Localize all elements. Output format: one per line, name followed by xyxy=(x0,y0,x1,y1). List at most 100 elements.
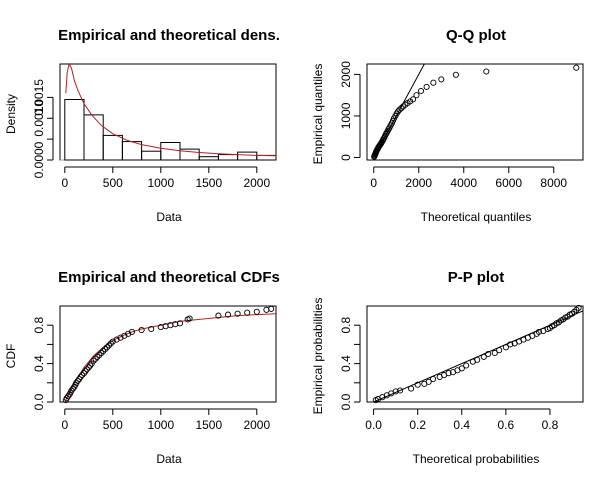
data-point xyxy=(74,377,81,384)
data-point xyxy=(224,311,232,318)
data-point xyxy=(105,342,113,349)
data-point xyxy=(268,305,275,312)
x-tick-label: 2000 xyxy=(405,176,432,190)
plot-frame xyxy=(366,305,584,403)
y-tick-label: 2000 xyxy=(339,61,353,88)
data-point xyxy=(109,338,116,345)
y-tick-label: 0 xyxy=(339,154,353,161)
pp-xlabel: Theoretical probabilities xyxy=(413,452,540,466)
pp-panel: P-P plot Theoretical probabilities Empir… xyxy=(311,269,584,466)
data-point xyxy=(94,353,101,360)
data-point xyxy=(438,76,445,83)
data-point xyxy=(417,87,425,95)
histogram-bar xyxy=(64,99,85,161)
data-point xyxy=(92,355,99,362)
plot-frame xyxy=(59,305,277,403)
data-point xyxy=(128,328,136,335)
data-point xyxy=(186,315,193,322)
x-tick-label: 2000 xyxy=(243,418,270,432)
density-ylabel: Density xyxy=(4,94,18,134)
y-tick-label: 1000 xyxy=(339,102,353,129)
data-point xyxy=(496,347,503,354)
x-tick-label: 0 xyxy=(61,418,68,432)
x-tick-label: 0 xyxy=(370,176,377,190)
data-point xyxy=(397,387,404,394)
x-tick-label: 4000 xyxy=(450,176,477,190)
x-tick-label: 1500 xyxy=(195,176,222,190)
data-point xyxy=(215,312,222,319)
data-point xyxy=(103,344,111,351)
data-point xyxy=(85,364,92,371)
theoretical-cdf-curve xyxy=(64,313,277,403)
data-point xyxy=(100,348,107,355)
data-point xyxy=(452,71,459,78)
pp-title: P-P plot xyxy=(448,269,504,286)
data-point xyxy=(117,334,124,341)
density-xlabel: Data xyxy=(156,210,182,224)
data-point xyxy=(575,304,582,311)
data-point xyxy=(507,341,514,348)
histogram-bar xyxy=(141,150,162,161)
data-point xyxy=(408,385,415,392)
data-point xyxy=(392,388,399,395)
plot-frame xyxy=(59,63,277,161)
data-point xyxy=(573,64,580,71)
data-point xyxy=(96,351,103,359)
pp-ylabel: Empirical probabilities xyxy=(311,298,325,415)
qq-ylabel: Empirical quantiles xyxy=(311,64,325,165)
data-point xyxy=(244,309,251,316)
plot-frame xyxy=(366,63,584,161)
histogram-bar xyxy=(237,151,258,161)
histogram-bar xyxy=(179,148,200,161)
data-point xyxy=(83,366,90,373)
cdf-title: Empirical and theoretical CDFs xyxy=(58,269,280,286)
x-tick-label: 2000 xyxy=(243,176,270,190)
qq-panel: Q-Q plot Theoretical quantiles Empirical… xyxy=(311,27,584,224)
data-point xyxy=(82,368,89,375)
data-point xyxy=(234,310,241,317)
x-tick-label: 6000 xyxy=(495,176,522,190)
data-point xyxy=(87,362,94,369)
data-point xyxy=(535,328,542,335)
density-panel: Empirical and theoretical dens. Data Den… xyxy=(4,27,280,224)
histogram-bar xyxy=(102,134,123,161)
qq-xlabel: Theoretical quantiles xyxy=(421,210,532,224)
x-tick-label: 0.8 xyxy=(542,418,559,432)
data-point xyxy=(430,79,437,86)
x-tick-label: 0 xyxy=(61,176,68,190)
y-tick-label: 0.0000 xyxy=(32,141,46,178)
data-point xyxy=(491,349,498,357)
cdf-panel: Empirical and theoretical CDFs Data CDF … xyxy=(4,269,280,466)
histogram-bar xyxy=(83,114,104,161)
theoretical-density-curve xyxy=(65,62,277,157)
data-point xyxy=(483,68,490,75)
data-point xyxy=(138,326,145,334)
x-tick-label: 8000 xyxy=(540,176,567,190)
data-point xyxy=(395,108,402,115)
data-point xyxy=(410,96,417,103)
data-point xyxy=(398,105,405,112)
x-tick-label: 500 xyxy=(103,418,123,432)
data-point xyxy=(80,370,88,377)
data-point xyxy=(68,387,75,394)
data-point xyxy=(102,346,109,353)
data-point xyxy=(148,325,155,333)
density-title: Empirical and theoretical dens. xyxy=(58,27,280,44)
data-point xyxy=(107,340,114,347)
data-point xyxy=(253,308,260,315)
y-tick-label: 0.0010 xyxy=(32,100,46,137)
data-point xyxy=(396,106,403,113)
data-point xyxy=(463,362,470,369)
data-point xyxy=(77,373,84,381)
x-tick-label: 1000 xyxy=(147,418,174,432)
data-point xyxy=(90,357,97,364)
data-point xyxy=(98,349,105,357)
y-tick-label: 0.8 xyxy=(32,317,46,334)
data-point xyxy=(485,350,492,358)
histogram-bar xyxy=(121,141,143,161)
data-point xyxy=(79,372,86,379)
data-point xyxy=(413,92,420,99)
data-point xyxy=(474,356,481,363)
qq-title: Q-Q plot xyxy=(446,27,506,44)
